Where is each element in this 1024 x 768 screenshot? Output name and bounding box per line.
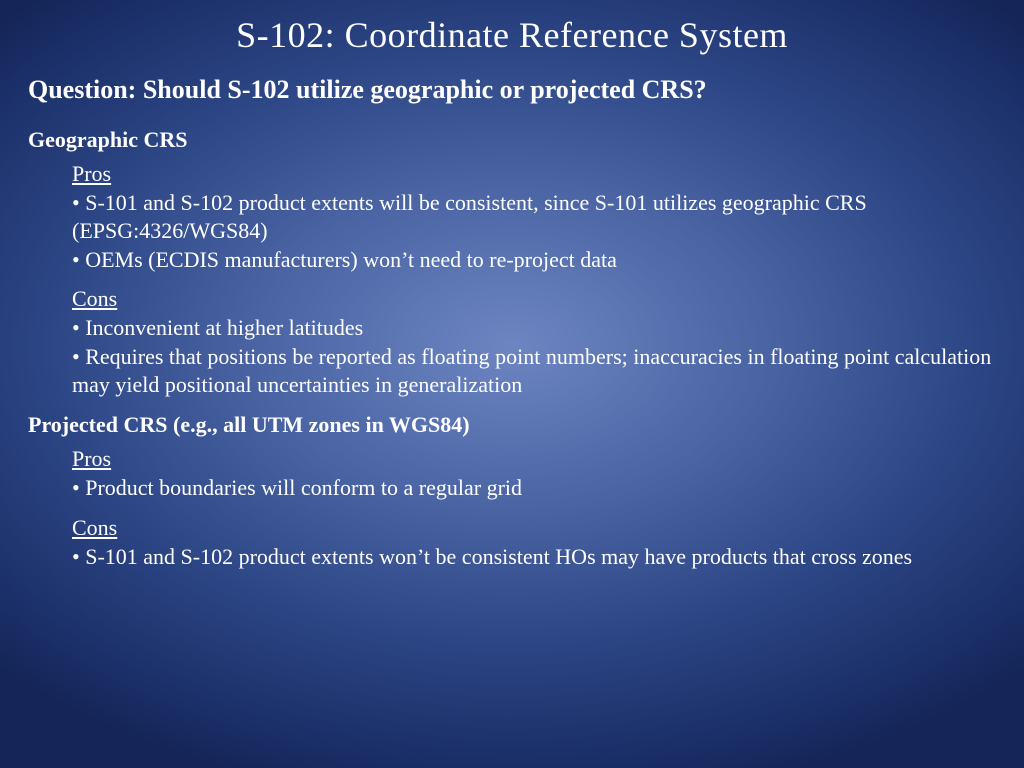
slide-title: S-102: Coordinate Reference System (28, 0, 996, 74)
bullet-item: • Product boundaries will conform to a r… (72, 474, 996, 503)
pros-block-geographic: Pros • S-101 and S-102 product extents w… (72, 161, 996, 275)
section-header-geographic: Geographic CRS (28, 127, 996, 153)
slide-question: Question: Should S-102 utilize geographi… (28, 74, 996, 107)
cons-label: Cons (72, 286, 996, 312)
bullet-item: • S-101 and S-102 product extents won’t … (72, 543, 996, 572)
bullet-item: • OEMs (ECDIS manufacturers) won’t need … (72, 246, 996, 275)
pros-label: Pros (72, 161, 996, 187)
cons-label: Cons (72, 515, 996, 541)
pros-label: Pros (72, 446, 996, 472)
bullet-item: • Inconvenient at higher latitudes (72, 314, 996, 343)
section-header-projected: Projected CRS (e.g., all UTM zones in WG… (28, 412, 996, 438)
pros-block-projected: Pros • Product boundaries will conform t… (72, 446, 996, 503)
cons-block-projected: Cons • S-101 and S-102 product extents w… (72, 515, 996, 572)
cons-block-geographic: Cons • Inconvenient at higher latitudes … (72, 286, 996, 400)
bullet-item: • S-101 and S-102 product extents will b… (72, 189, 996, 246)
slide: S-102: Coordinate Reference System Quest… (0, 0, 1024, 768)
bullet-item: • Requires that positions be reported as… (72, 343, 996, 400)
